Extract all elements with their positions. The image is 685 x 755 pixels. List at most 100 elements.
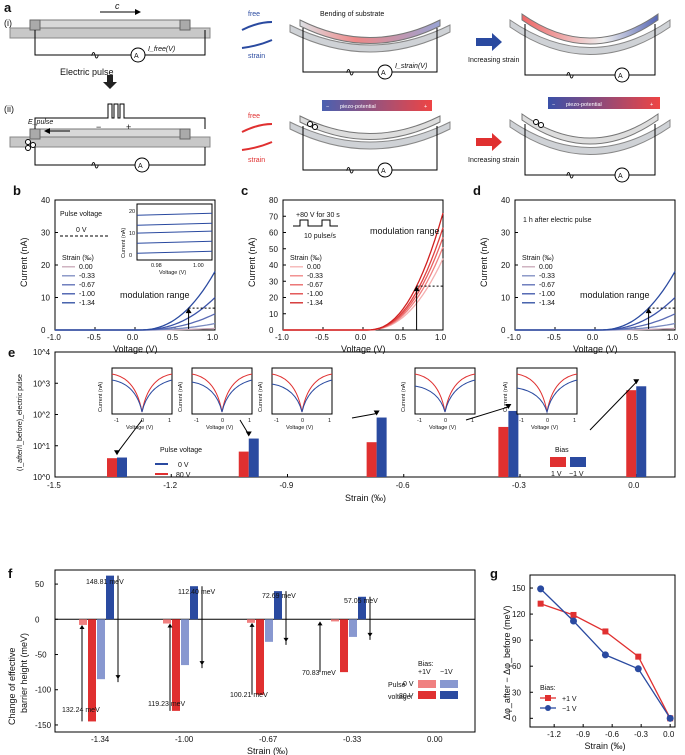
bar <box>248 438 259 477</box>
y-axis-label-2: barrier height (meV) <box>19 633 29 713</box>
legend-swatch <box>570 457 586 467</box>
x-tick-label: -0.5 <box>87 333 101 342</box>
strain-label-i: strain <box>248 53 265 60</box>
inset-x-tick: -1 <box>114 418 119 424</box>
legend-swatch <box>550 457 566 467</box>
bar <box>107 458 117 477</box>
pulse-voltage-value: 0 V <box>76 227 87 234</box>
x-tick-label: 0.00 <box>427 735 443 744</box>
y-axis-label-1: Change of effective <box>7 648 17 725</box>
inset-x-tick: 0 <box>301 418 304 424</box>
panel-label: f <box>8 566 13 581</box>
piezo-bar-2 <box>548 97 660 109</box>
panel-c: c -1.0 -0.5 0.0 0.5 1.0 0 10 20 30 40 50 60 70 80 Volta… <box>241 183 447 354</box>
x-tick-label: -1.5 <box>47 481 61 490</box>
inset-x-tick: 1 <box>248 418 251 424</box>
inset-x-tick: -1 <box>194 418 199 424</box>
bar <box>79 619 87 625</box>
bar <box>163 619 171 624</box>
pulse-rate: 10 pulse/s <box>304 233 336 240</box>
x-tick-label: -1.0 <box>507 333 521 342</box>
inset-curve <box>271 379 333 413</box>
inset-x-tick: 1 <box>573 418 576 424</box>
e-pulse-arrow-head-icon <box>44 128 50 134</box>
x-axis-label: Voltage (V) <box>341 344 386 354</box>
modulation-label: modulation range <box>580 290 650 300</box>
annotation-arrow-head-icon <box>317 621 323 626</box>
bent-wire-i2 <box>521 13 659 45</box>
ammeter-bent-i2 <box>614 67 630 83</box>
inset-x-tick: 1.00 <box>193 263 204 269</box>
inset-x-tick: 0 <box>221 418 224 424</box>
pointer-arrow-head-icon <box>373 410 380 416</box>
inset-x-tick: -1 <box>417 418 422 424</box>
pointer-arrow-head-icon <box>245 431 252 437</box>
legend-entry: -1.00 <box>79 291 95 298</box>
data-point <box>537 600 544 607</box>
charge-icon <box>25 145 31 151</box>
legend-entry: -1.34 <box>79 300 95 307</box>
ammeter-bent-ii2 <box>614 167 630 183</box>
y-tick-label: 10^2 <box>33 411 51 420</box>
y-tick-label: 60 <box>269 229 278 238</box>
bar <box>366 442 377 477</box>
circuit-i <box>34 30 206 56</box>
barrier-annotation: 112.40 meV <box>178 589 216 596</box>
panel-label: c <box>241 183 248 198</box>
data-point <box>602 628 609 635</box>
ac-source-ii-icon: ∿ <box>90 158 100 172</box>
x-tick-label: -0.67 <box>259 735 278 744</box>
plot-frame <box>529 574 676 728</box>
free-arrow-ii <box>241 123 273 133</box>
x-tick-label: 1.0 <box>435 333 447 342</box>
ammeter-bent-ii <box>377 162 393 178</box>
data-point <box>666 714 674 722</box>
barrier-annotation: 148.81 meV <box>86 579 124 586</box>
y-tick-label: 10^3 <box>33 379 51 388</box>
ac-source-i-icon: ∿ <box>90 48 100 62</box>
bar <box>358 596 366 620</box>
x-tick-label: 1.0 <box>667 333 679 342</box>
y-tick-label: 40 <box>501 196 510 205</box>
ac-source-bent-i-icon: ∿ <box>345 65 355 79</box>
iv-curve <box>55 271 216 331</box>
bar <box>97 619 105 680</box>
legend-entry: -0.33 <box>539 273 555 280</box>
legend-entry: -1.00 <box>307 291 323 298</box>
inset-curve <box>191 379 253 413</box>
bar <box>256 619 264 695</box>
x-tick-label: -1.00 <box>175 735 194 744</box>
x-tick-label: -0.33 <box>343 735 362 744</box>
legend-pulse: Pulse <box>388 682 406 689</box>
modulation-arrow-head-icon <box>185 308 192 314</box>
y-tick-label: -50 <box>35 651 47 660</box>
panel-d: d -1.0 -0.5 0.0 0.5 1.0 0 10 20 30 40 Voltage (V) Cu… <box>473 183 679 354</box>
increasing-strain-arrow-blue-icon <box>476 33 502 51</box>
series-line <box>540 603 671 719</box>
circuit-bent-i2 <box>524 24 656 76</box>
charge-icon <box>312 124 318 130</box>
legend-80v: 80 V <box>399 693 414 700</box>
ammeter-i-label: A <box>134 53 139 60</box>
i-free-label: I_free(V) <box>148 46 175 53</box>
inset-frame <box>111 367 173 415</box>
x-tick-label: -0.9 <box>280 481 294 490</box>
y-tick-label: 70 <box>269 212 278 221</box>
piezo-minus-1: − <box>326 104 329 110</box>
inset-curve <box>136 212 213 216</box>
x-tick-label: -0.6 <box>396 481 410 490</box>
pulse-train-icon <box>293 219 338 227</box>
inset-y-tick: 20 <box>129 209 135 215</box>
bar <box>88 619 96 722</box>
legend-voltage: voltage: <box>388 694 413 701</box>
data-point <box>634 665 642 673</box>
inset-x-label: Voltage (V) <box>286 425 313 431</box>
inset-frame <box>516 367 578 415</box>
bar <box>238 451 249 477</box>
bending-label: Bending of substrate <box>320 11 384 18</box>
data-point <box>537 585 545 593</box>
bent-wire-ii <box>299 115 441 140</box>
bar <box>172 619 180 711</box>
panel-label: d <box>473 183 481 198</box>
